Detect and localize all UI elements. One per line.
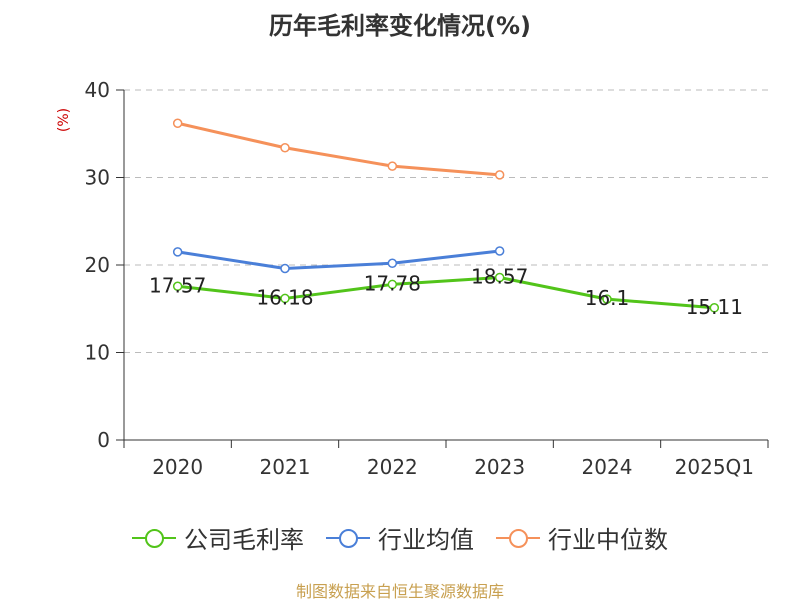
legend-item-company[interactable]: 公司毛利率: [132, 520, 304, 555]
data-label: 17.57: [149, 273, 206, 297]
data-label: 16.1: [585, 286, 630, 310]
data-label: 16.18: [256, 285, 313, 309]
x-tick-label: 2024: [582, 455, 633, 479]
x-tick-label: 2020: [152, 455, 203, 479]
chart-title: 历年毛利率变化情况(%): [269, 12, 531, 40]
legend-item-industry-mean[interactable]: 行业均值: [326, 520, 474, 555]
data-point: [280, 143, 290, 153]
legend-marker-icon: [326, 526, 370, 550]
data-label: 18.57: [471, 265, 528, 289]
data-point: [709, 303, 720, 313]
y-tick-label: 30: [85, 166, 110, 190]
data-point: [280, 263, 290, 274]
data-source-footer: 制图数据来自恒生聚源数据库: [295, 582, 504, 601]
data-point: [280, 293, 290, 304]
legend-item-industry-median[interactable]: 行业中位数: [496, 520, 668, 555]
x-tick-label: 2022: [367, 455, 418, 479]
data-point: [172, 281, 183, 292]
y-tick-label: 0: [97, 428, 110, 452]
y-tick-label: 40: [85, 78, 110, 102]
data-point: [494, 246, 505, 256]
data-label: 15.11: [686, 295, 743, 319]
data-point: [387, 279, 398, 290]
x-tick-label: 2021: [260, 455, 311, 479]
legend-label: 公司毛利率: [184, 526, 304, 554]
data-point: [494, 170, 505, 180]
data-point: [387, 258, 398, 268]
data-label: 17.78: [364, 271, 421, 295]
data-point: [602, 294, 612, 304]
chart-legend: 公司毛利率 行业均值 行业中位数: [0, 520, 800, 555]
data-point: [387, 161, 398, 171]
legend-label: 行业中位数: [548, 526, 668, 554]
legend-label: 行业均值: [378, 526, 474, 554]
x-tick-label: 2023: [474, 455, 525, 479]
data-point: [494, 272, 505, 283]
y-tick-label: 20: [85, 253, 110, 277]
legend-marker-icon: [132, 526, 176, 550]
series-line: [177, 276, 715, 310]
series-line: [177, 121, 500, 177]
data-point: [172, 247, 183, 257]
x-tick-label: 2025Q1: [675, 455, 754, 479]
legend-marker-icon: [496, 526, 540, 550]
y-tick-label: 10: [85, 341, 110, 365]
data-point: [172, 118, 183, 128]
series-line: [177, 249, 500, 270]
